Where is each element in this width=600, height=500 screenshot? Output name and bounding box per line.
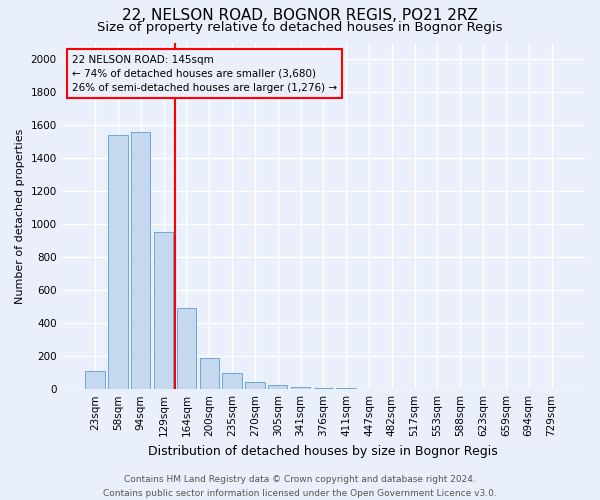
Bar [200,358,219,389]
Bar [154,232,173,389]
Bar [245,382,265,389]
Bar [177,308,196,389]
Bar [223,372,242,389]
Text: Contains HM Land Registry data © Crown copyright and database right 2024.
Contai: Contains HM Land Registry data © Crown c… [103,476,497,498]
Bar [85,371,105,389]
Text: 22, NELSON ROAD, BOGNOR REGIS, PO21 2RZ: 22, NELSON ROAD, BOGNOR REGIS, PO21 2RZ [122,8,478,22]
Bar [268,385,287,389]
X-axis label: Distribution of detached houses by size in Bognor Regis: Distribution of detached houses by size … [148,444,498,458]
Bar [291,386,310,389]
Bar [131,132,151,389]
Bar [314,388,333,389]
Bar [108,135,128,389]
Y-axis label: Number of detached properties: Number of detached properties [15,128,25,304]
Text: Size of property relative to detached houses in Bognor Regis: Size of property relative to detached ho… [97,21,503,34]
Bar [337,388,356,389]
Text: 22 NELSON ROAD: 145sqm
← 74% of detached houses are smaller (3,680)
26% of semi-: 22 NELSON ROAD: 145sqm ← 74% of detached… [72,54,337,92]
